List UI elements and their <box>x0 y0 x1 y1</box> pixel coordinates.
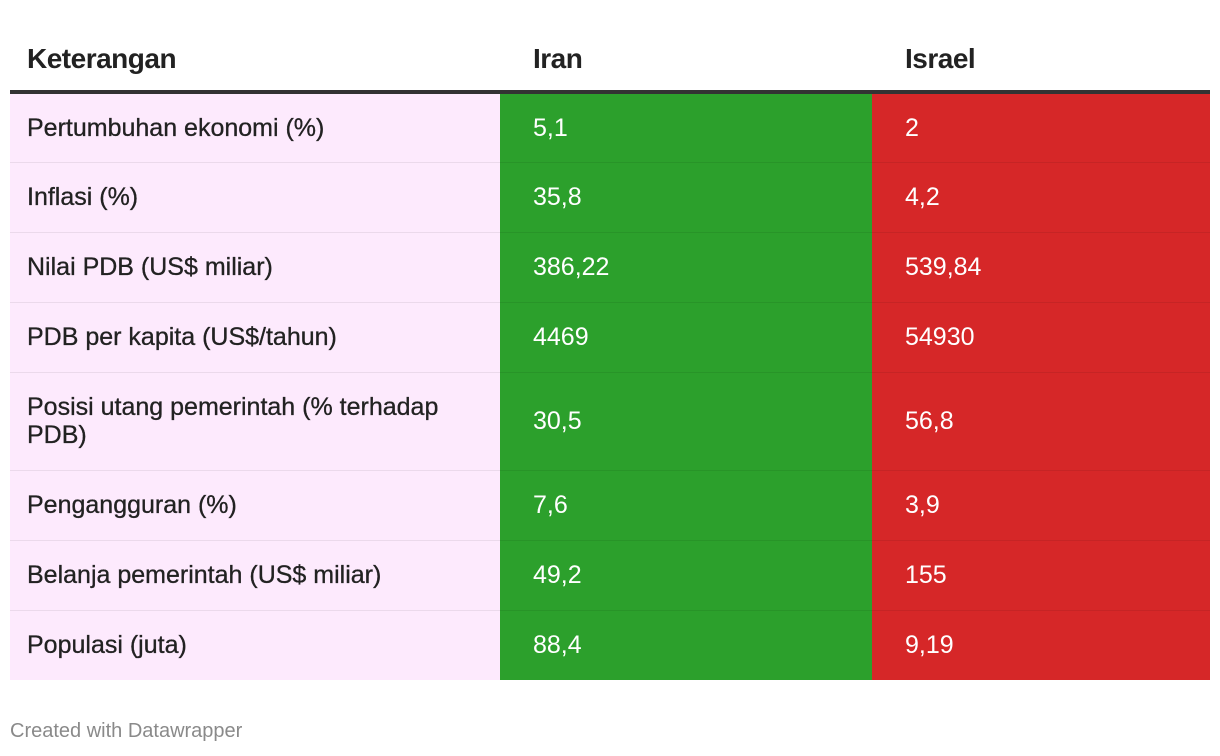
iran-value: 35,8 <box>500 162 872 233</box>
row-label: Pertumbuhan ekonomi (%) <box>10 92 500 163</box>
iran-value: 5,1 <box>500 92 872 163</box>
row-label: Inflasi (%) <box>10 162 500 233</box>
comparison-table-container: Keterangan Iran Israel Pertumbuhan ekono… <box>10 28 1210 680</box>
israel-value: 9,19 <box>872 610 1210 680</box>
israel-value: 56,8 <box>872 372 1210 471</box>
header-israel[interactable]: Israel <box>872 28 1210 94</box>
iran-value: 49,2 <box>500 540 872 611</box>
table-row: Pertumbuhan ekonomi (%) 5,1 2 <box>10 92 1210 163</box>
header-keterangan[interactable]: Keterangan <box>10 28 500 94</box>
header-iran[interactable]: Iran <box>500 28 872 94</box>
israel-value: 2 <box>872 92 1210 163</box>
datawrapper-credit[interactable]: Created with Datawrapper <box>10 720 243 742</box>
iran-value: 386,22 <box>500 232 872 303</box>
iran-value: 4469 <box>500 302 872 373</box>
table-body: Pertumbuhan ekonomi (%) 5,1 2 Inflasi (%… <box>10 92 1210 680</box>
row-label: Pengangguran (%) <box>10 470 500 541</box>
row-label: Populasi (juta) <box>10 610 500 680</box>
row-label: Posisi utang pemerintah (% terhadap PDB) <box>10 372 500 471</box>
table-header: Keterangan Iran Israel <box>10 28 1210 94</box>
iran-value: 30,5 <box>500 372 872 471</box>
table-row: Populasi (juta) 88,4 9,19 <box>10 610 1210 680</box>
iran-value: 88,4 <box>500 610 872 680</box>
israel-value: 3,9 <box>872 470 1210 541</box>
table-row: Nilai PDB (US$ miliar) 386,22 539,84 <box>10 232 1210 303</box>
israel-value: 155 <box>872 540 1210 611</box>
table-row: PDB per kapita (US$/tahun) 4469 54930 <box>10 302 1210 373</box>
row-label: Nilai PDB (US$ miliar) <box>10 232 500 303</box>
header-row: Keterangan Iran Israel <box>10 28 1210 94</box>
table-row: Posisi utang pemerintah (% terhadap PDB)… <box>10 372 1210 471</box>
israel-value: 54930 <box>872 302 1210 373</box>
comparison-table: Keterangan Iran Israel Pertumbuhan ekono… <box>10 28 1210 680</box>
table-row: Pengangguran (%) 7,6 3,9 <box>10 470 1210 541</box>
table-row: Inflasi (%) 35,8 4,2 <box>10 162 1210 233</box>
iran-value: 7,6 <box>500 470 872 541</box>
table-row: Belanja pemerintah (US$ miliar) 49,2 155 <box>10 540 1210 611</box>
israel-value: 4,2 <box>872 162 1210 233</box>
row-label: PDB per kapita (US$/tahun) <box>10 302 500 373</box>
israel-value: 539,84 <box>872 232 1210 303</box>
row-label: Belanja pemerintah (US$ miliar) <box>10 540 500 611</box>
